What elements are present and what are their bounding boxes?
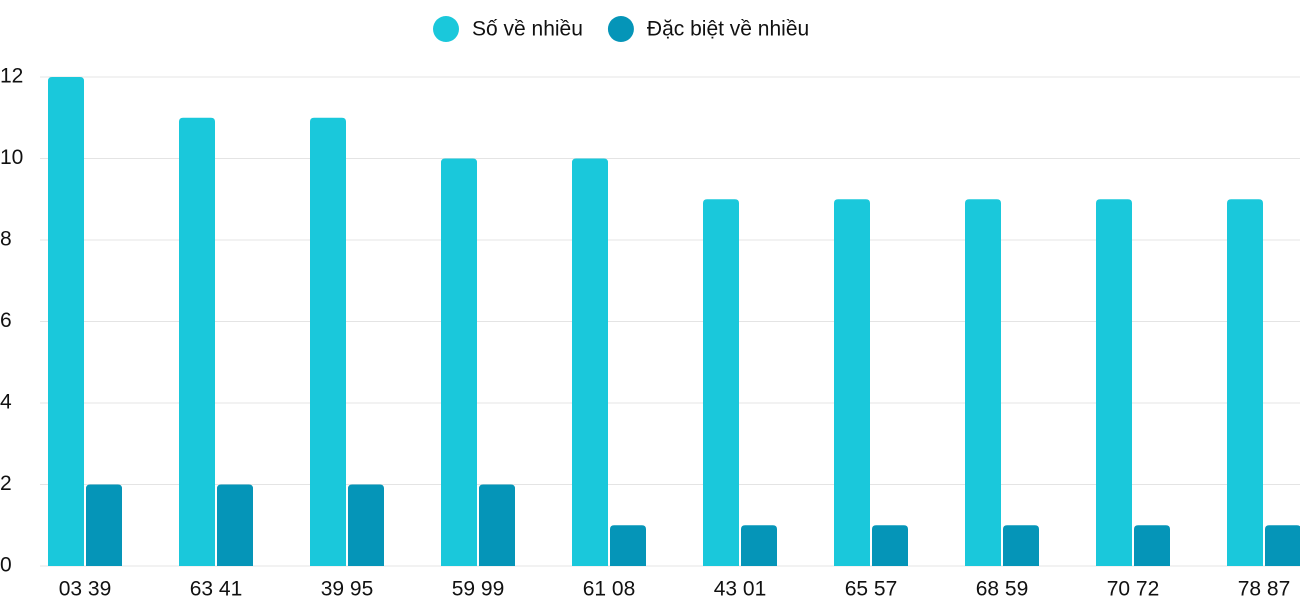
- legend-marker: [433, 16, 459, 42]
- bar: [179, 117, 215, 566]
- x-tick-label: 63 41: [190, 578, 243, 600]
- y-tick-label: 2: [0, 472, 12, 495]
- legend-label: Đặc biệt về nhiều: [647, 18, 809, 41]
- x-tick-label: 70 72: [1107, 578, 1160, 600]
- x-tick-label: 65 57: [845, 578, 898, 600]
- y-tick-label: 12: [0, 65, 23, 88]
- x-tick-label: 78 87: [1238, 578, 1291, 600]
- x-tick-label: 03 39: [59, 578, 112, 600]
- x-tick-label: 43 01: [714, 578, 767, 600]
- bar: [48, 77, 84, 566]
- bar: [1003, 525, 1039, 566]
- x-tick-label: 59 99: [452, 578, 505, 600]
- bar: [348, 484, 384, 566]
- bar: [1227, 199, 1263, 566]
- bar: [610, 525, 646, 566]
- bar: [572, 158, 608, 566]
- bar: [1265, 525, 1300, 566]
- x-tick-label: 39 95: [321, 578, 374, 600]
- bar: [965, 199, 1001, 566]
- bar: [86, 484, 122, 566]
- bar: [1134, 525, 1170, 566]
- legend-label: Số về nhiều: [472, 18, 583, 41]
- y-tick-label: 8: [0, 228, 12, 251]
- bar: [217, 484, 253, 566]
- x-tick-label: 61 08: [583, 578, 636, 600]
- bar: [834, 199, 870, 566]
- bar: [479, 484, 515, 566]
- bar: [310, 117, 346, 566]
- y-tick-label: 4: [0, 391, 12, 414]
- legend-marker: [607, 16, 634, 42]
- y-tick-label: 6: [0, 309, 12, 332]
- bar: [872, 525, 908, 566]
- bar: [703, 199, 739, 566]
- x-tick-label: 68 59: [976, 578, 1029, 600]
- bar: [1096, 199, 1132, 566]
- y-tick-label: 0: [0, 554, 12, 577]
- bar: [741, 525, 777, 566]
- y-tick-label: 10: [0, 146, 23, 169]
- bar: [441, 158, 477, 566]
